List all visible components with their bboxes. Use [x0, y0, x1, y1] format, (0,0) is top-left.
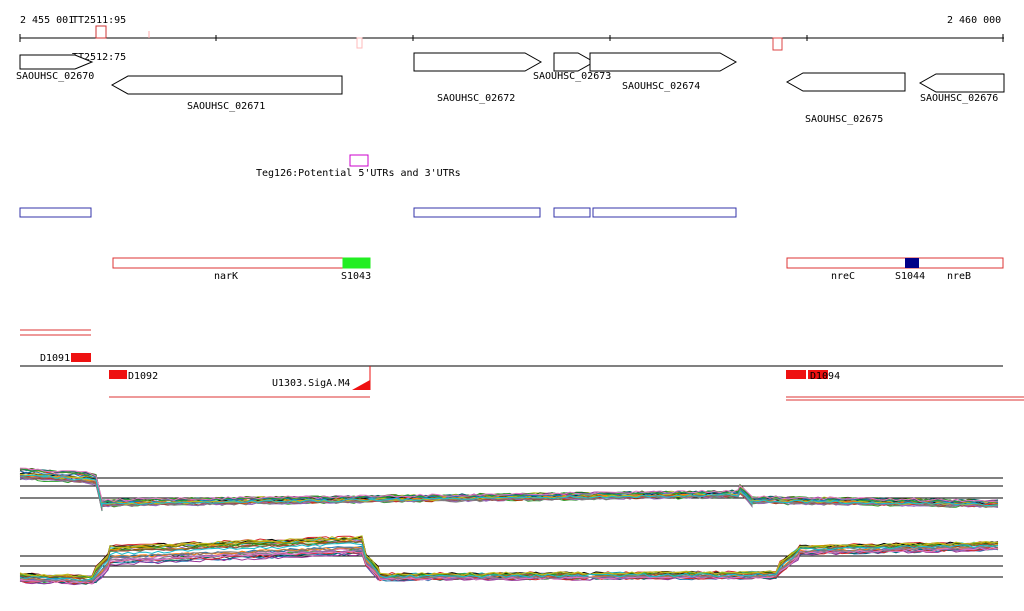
operon-nreb-label: nreB	[947, 271, 971, 282]
gene-saouhsc-02671[interactable]: SAOUHSC_02671	[110, 75, 343, 112]
transcript-box[interactable]	[553, 207, 591, 218]
operon-nre[interactable]: nreC S1044 nreB	[786, 257, 1004, 282]
upshift-u1303[interactable]: U1303.SigA.M4	[272, 366, 371, 390]
teg126-feature[interactable]: Teg126:Potential 5'UTRs and 3'UTRs	[256, 154, 461, 179]
gene-label-02674: SAOUHSC_02674	[622, 81, 700, 92]
downshift-d1094-label: D1094	[810, 371, 840, 382]
gene-saouhsc-02674[interactable]: SAOUHSC_02674	[589, 52, 738, 92]
operon-nrec-label: nreC	[831, 271, 855, 282]
gene-saouhsc-02673[interactable]: SAOUHSC_02673	[533, 52, 611, 82]
terminator-tt2511-label: TT2511:95	[72, 15, 126, 26]
gene-saouhsc-02672[interactable]: SAOUHSC_02672	[413, 52, 543, 104]
downshift-d1092[interactable]: D1092	[109, 370, 370, 398]
expression-profile-line	[19, 468, 999, 503]
gene-saouhsc-02675[interactable]: SAOUHSC_02675	[785, 72, 906, 125]
expression-profile-line	[19, 537, 999, 579]
red-double-line	[20, 329, 91, 336]
terminator-tt2512[interactable]: TT2512:75	[72, 52, 126, 63]
downshift-d1092-label: D1092	[128, 371, 158, 382]
operon-nark-label: narK	[214, 271, 238, 282]
gene-label-02670: SAOUHSC_02670	[16, 71, 94, 82]
terminator-mark-nre	[772, 37, 783, 51]
expression-profile-line	[19, 535, 999, 578]
gene-label-02672: SAOUHSC_02672	[437, 93, 515, 104]
gene-label-02671: SAOUHSC_02671	[187, 101, 265, 112]
coordinate-axis: 2 455 001 2 460 000	[19, 15, 1004, 42]
terminator-mark-faint	[356, 37, 363, 49]
coord-end-label: 2 460 000	[947, 15, 1001, 26]
segment-s1044-label: S1044	[895, 271, 925, 282]
segment-s1044[interactable]	[905, 258, 919, 268]
teg126-label: Teg126:Potential 5'UTRs and 3'UTRs	[256, 168, 461, 179]
operon-nark[interactable]: narK S1043	[112, 257, 371, 282]
expression-profile-track-2	[19, 535, 1003, 586]
terminator-tt2512-label: TT2512:75	[72, 52, 126, 63]
downshift-d1094[interactable]: D1094	[786, 370, 1024, 401]
transcript-box[interactable]	[413, 207, 541, 218]
transcript-box[interactable]	[19, 207, 92, 218]
gene-label-02676: SAOUHSC_02676	[920, 93, 998, 104]
downshift-d1091-label: D1091	[40, 353, 70, 364]
gene-label-02675: SAOUHSC_02675	[805, 114, 883, 125]
gene-saouhsc-02676[interactable]: SAOUHSC_02676	[918, 73, 1005, 104]
expression-profile-line	[19, 475, 999, 510]
terminator-tt2511[interactable]: TT2511:95	[72, 15, 126, 39]
gene-saouhsc-02670[interactable]: SAOUHSC_02670	[16, 54, 94, 82]
transcript-box[interactable]	[592, 207, 737, 218]
coord-start-label: 2 455 001	[20, 15, 74, 26]
upshift-u1303-label: U1303.SigA.M4	[272, 378, 350, 389]
segment-s1043-label: S1043	[341, 271, 371, 282]
expression-profile-track-1	[19, 467, 1003, 512]
gene-label-02673: SAOUHSC_02673	[533, 71, 611, 82]
expression-profile-line	[19, 542, 999, 581]
expression-profile-line	[19, 547, 999, 585]
expression-profile-line	[19, 467, 999, 503]
downshift-d1091[interactable]: D1091	[40, 353, 91, 364]
expression-profile-line	[19, 474, 999, 508]
segment-s1043[interactable]	[342, 257, 371, 269]
transcript-track	[19, 207, 737, 218]
